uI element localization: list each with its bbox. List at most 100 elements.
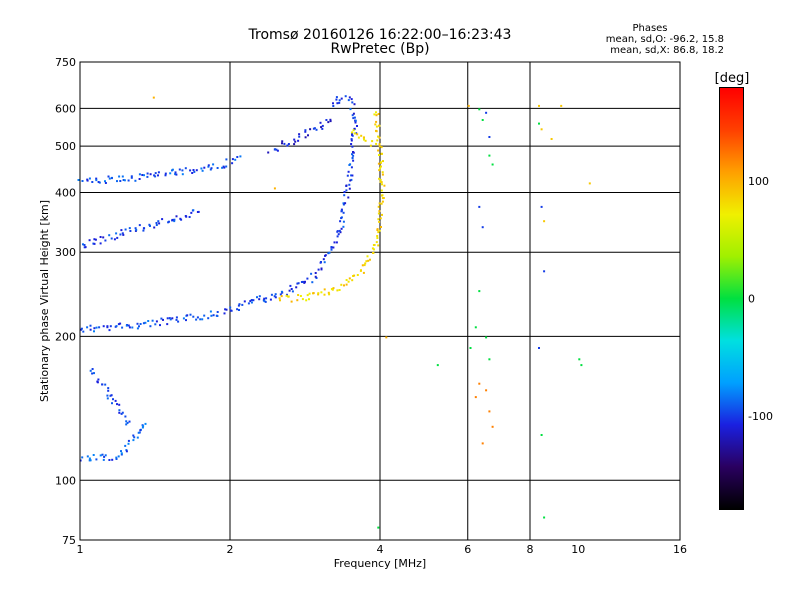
echo-point — [550, 138, 553, 140]
echo-point — [373, 248, 375, 251]
echo-point — [216, 167, 219, 169]
echo-point — [540, 434, 543, 436]
echo-point — [324, 254, 327, 257]
echo-point — [102, 325, 105, 328]
echo-point — [378, 177, 381, 180]
echo-point — [107, 389, 110, 392]
echo-point — [353, 132, 356, 135]
echo-point — [379, 167, 382, 170]
echo-point — [352, 275, 354, 277]
echo-point — [588, 182, 591, 185]
echo-point — [345, 184, 348, 187]
echo-point — [481, 226, 484, 229]
echo-point — [378, 136, 381, 139]
echo-point — [154, 172, 157, 175]
echo-point — [84, 246, 87, 249]
echo-point — [297, 282, 300, 285]
echo-point — [351, 174, 354, 177]
echo-point — [95, 458, 98, 461]
echo-point — [231, 162, 234, 165]
echo-point — [372, 252, 375, 254]
echo-point — [127, 179, 130, 182]
echo-point — [378, 220, 381, 223]
echo-point — [376, 229, 379, 231]
echo-point — [378, 143, 381, 146]
echo-point — [350, 178, 353, 181]
echo-point — [212, 314, 215, 317]
echo-point — [158, 222, 161, 225]
echo-point — [141, 174, 144, 176]
echo-point — [247, 302, 250, 305]
echo-point — [325, 119, 328, 121]
echo-point — [351, 114, 354, 117]
echo-point — [154, 175, 157, 178]
echo-point — [269, 298, 272, 301]
echo-point — [355, 132, 358, 135]
echo-point — [296, 282, 299, 285]
echo-point — [267, 151, 270, 154]
echo-point — [138, 224, 141, 227]
echo-point — [373, 113, 376, 116]
echo-point — [335, 241, 338, 244]
echo-point — [171, 317, 174, 320]
echo-point — [161, 218, 164, 221]
echo-point — [343, 194, 346, 197]
echo-point — [115, 325, 118, 328]
echo-point — [340, 227, 343, 230]
echo-point — [136, 436, 139, 439]
echo-point — [89, 459, 92, 462]
echo-point — [338, 99, 341, 102]
echo-point — [142, 322, 145, 325]
echo-point — [143, 174, 145, 177]
echo-point — [309, 128, 312, 131]
echo-point — [113, 238, 116, 241]
echo-point — [340, 209, 343, 212]
echo-point — [118, 175, 121, 178]
echo-point — [345, 279, 348, 281]
echo-point — [126, 422, 129, 424]
echo-point — [155, 222, 158, 224]
echo-point — [81, 180, 84, 182]
echo-point — [348, 96, 351, 99]
echo-point — [274, 148, 277, 151]
echo-point — [353, 103, 356, 106]
echo-point — [275, 148, 278, 151]
echo-point — [94, 238, 97, 241]
echo-point — [197, 210, 200, 213]
echo-point — [345, 283, 348, 286]
echo-point — [93, 242, 96, 245]
echo-point — [195, 318, 198, 321]
echo-point — [320, 261, 322, 263]
echo-point — [478, 205, 481, 208]
echo-point — [141, 426, 144, 429]
echo-point — [289, 284, 292, 287]
echo-point — [274, 293, 277, 296]
echo-point — [360, 134, 363, 137]
echo-point — [200, 167, 203, 170]
echo-point — [201, 318, 204, 321]
echo-point — [353, 274, 356, 277]
echo-point — [119, 322, 122, 325]
echo-point — [91, 368, 94, 370]
echo-point — [106, 325, 109, 328]
colorbar-ticks: 100 0 -100 — [719, 175, 773, 423]
echo-point — [89, 328, 92, 331]
echo-point — [132, 434, 135, 437]
echo-point — [189, 313, 192, 316]
echo-point — [300, 281, 303, 283]
echo-point — [151, 319, 154, 322]
echo-point — [332, 246, 335, 249]
y-tick-label: 600 — [55, 102, 76, 115]
echo-point — [340, 208, 343, 211]
x-axis-label: Frequency [MHz] — [334, 557, 426, 570]
echo-point — [120, 450, 122, 453]
plot-frame — [79, 61, 681, 541]
echo-point — [327, 121, 330, 124]
echo-point — [381, 213, 383, 216]
echo-point — [142, 227, 145, 230]
tick-layer: 1 2 4 6 8 10 16 75 100 200 300 400 500 600 750 — [55, 56, 687, 556]
echo-point — [184, 167, 187, 170]
echo-point — [340, 283, 343, 286]
echo-point — [321, 127, 324, 130]
echo-point — [108, 329, 111, 332]
